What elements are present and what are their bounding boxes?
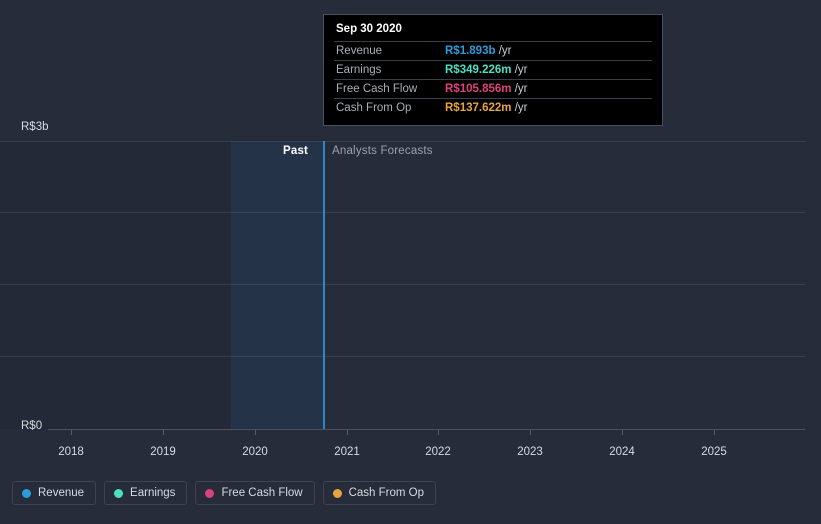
x-tick-label-2022: 2022: [425, 446, 451, 458]
x-tick-label-2024: 2024: [609, 446, 635, 458]
tooltip-label-cash-from-op: Cash From Op: [334, 98, 443, 117]
tooltip-label-free-cash-flow: Free Cash Flow: [334, 79, 443, 99]
x-tick-2019: [163, 430, 164, 435]
y-axis-bottom-label: R$0: [21, 420, 43, 432]
chart-legend: Revenue Earnings Free Cash Flow Cash Fro…: [12, 481, 437, 505]
gridline-4: [0, 356, 806, 357]
legend-item-free-cash-flow[interactable]: Free Cash Flow: [195, 481, 315, 505]
revenue-color-dot-icon: [22, 488, 31, 498]
tooltip-value-cash-from-op: R$137.622m: [445, 102, 512, 114]
cash-from-op-color-dot-icon: [332, 488, 342, 498]
tooltip-table: Revenue R$1.893b /yr Earnings R$349.226m…: [334, 41, 652, 117]
free-cash-flow-color-dot-icon: [205, 488, 215, 498]
legend-label-earnings: Earnings: [130, 487, 176, 499]
x-tick-label-2019: 2019: [150, 446, 176, 458]
x-axis-line: [48, 429, 805, 430]
x-tick-2018: [71, 430, 72, 435]
tooltip-date: Sep 30 2020: [336, 23, 402, 35]
y-axis-top-label: R$3b: [21, 121, 49, 133]
x-tick-2023: [530, 430, 531, 435]
x-tick-label-2018: 2018: [58, 446, 84, 458]
chart-tooltip: Sep 30 2020 Revenue R$1.893b /yr Earning…: [323, 14, 663, 126]
tooltip-value-free-cash-flow: R$105.856m: [445, 83, 512, 95]
legend-label-free-cash-flow: Free Cash Flow: [221, 487, 303, 499]
legend-label-revenue: Revenue: [38, 487, 85, 499]
gridline-top: [0, 141, 806, 142]
tooltip-row-cash-from-op: Cash From Op R$137.622m /yr: [334, 98, 652, 117]
x-axis-labels: 2018 2019 2020 2021 2022 2023 2024 2025: [0, 446, 821, 466]
x-tick-label-2020: 2020: [242, 446, 268, 458]
tooltip-row-earnings: Earnings R$349.226m /yr: [334, 60, 652, 80]
tooltip-row-free-cash-flow: Free Cash Flow R$105.856m /yr: [334, 79, 652, 99]
x-tick-2024: [622, 430, 623, 435]
past-label: Past: [283, 145, 309, 157]
x-tick-label-2021: 2021: [334, 446, 360, 458]
tooltip-unit-earnings: /yr: [514, 64, 528, 76]
legend-item-earnings[interactable]: Earnings: [104, 481, 188, 505]
legend-item-revenue[interactable]: Revenue: [12, 481, 97, 505]
tooltip-label-earnings: Earnings: [334, 60, 443, 80]
legend-label-cash-from-op: Cash From Op: [348, 487, 425, 499]
tooltip-value-earnings: R$349.226m: [445, 64, 512, 76]
legend-item-cash-from-op[interactable]: Cash From Op: [322, 481, 437, 505]
chart-plot-area[interactable]: [0, 141, 806, 429]
x-tick-2025: [714, 430, 715, 435]
x-tick-label-2025: 2025: [701, 446, 727, 458]
earnings-color-dot-icon: [114, 488, 124, 498]
tooltip-label-revenue: Revenue: [334, 41, 443, 61]
gridline-2: [0, 212, 806, 213]
x-tick-2021: [347, 430, 348, 435]
tooltip-unit-revenue: /yr: [498, 45, 512, 57]
gridline-3: [0, 284, 806, 285]
tooltip-unit-cash-from-op: /yr: [514, 102, 528, 114]
tooltip-row-revenue: Revenue R$1.893b /yr: [334, 41, 652, 61]
forecast-label: Analysts Forecasts: [332, 145, 433, 157]
tooltip-value-revenue: R$1.893b: [445, 45, 496, 57]
x-tick-2022: [438, 430, 439, 435]
highlighted-period-band: [231, 141, 323, 429]
past-forecast-divider: [323, 141, 325, 429]
x-tick-2020: [255, 430, 256, 435]
forecast-background-band: [323, 141, 806, 429]
past-background-band: [0, 141, 231, 429]
tooltip-unit-free-cash-flow: /yr: [514, 83, 528, 95]
x-tick-label-2023: 2023: [517, 446, 543, 458]
